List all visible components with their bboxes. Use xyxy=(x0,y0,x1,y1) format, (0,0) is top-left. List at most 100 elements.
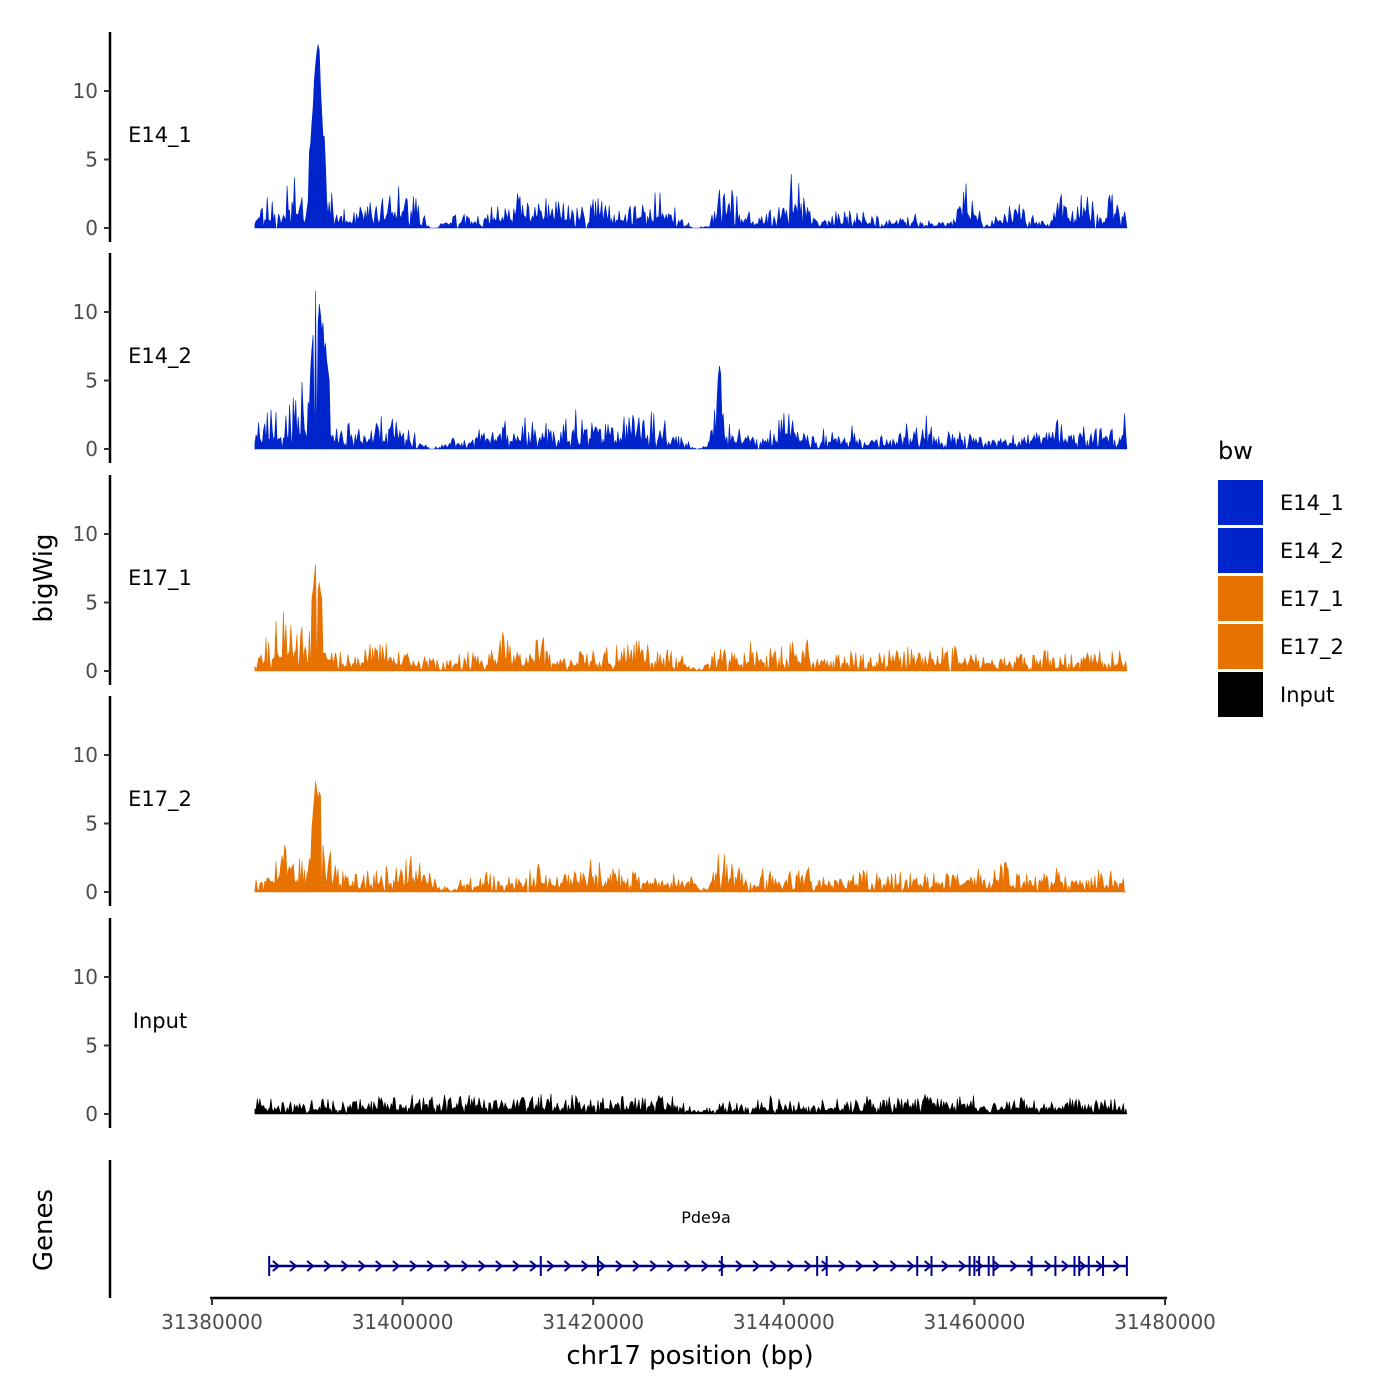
x-tick-label: 31460000 xyxy=(924,1310,1026,1334)
strand-arrow xyxy=(718,1260,727,1272)
strand-arrow xyxy=(786,1260,795,1272)
legend-entry-e17-2: E17_2 xyxy=(1218,624,1344,669)
legend-title: bw xyxy=(1218,437,1253,465)
legend-label: E14_2 xyxy=(1280,539,1344,564)
strand-arrow xyxy=(289,1260,298,1272)
legend-label: Input xyxy=(1280,683,1334,707)
strand-arrow xyxy=(306,1260,315,1272)
y-tick-label: 0 xyxy=(85,216,98,240)
legend: bw E14_1 E14_2 E17_1 E17_2 Input xyxy=(1218,437,1344,717)
strand-arrow xyxy=(1044,1260,1053,1272)
track-label: Input xyxy=(133,1009,187,1033)
x-tick-label: 31420000 xyxy=(542,1310,644,1334)
y-tick-label: 10 xyxy=(73,965,98,989)
strand-arrow xyxy=(495,1260,504,1272)
strand-arrow xyxy=(855,1260,864,1272)
legend-swatch xyxy=(1218,576,1263,621)
strand-arrow xyxy=(460,1260,470,1272)
track-label: E17_2 xyxy=(128,787,192,812)
x-axis: 31380000 31400000 31420000 31440000 31460000… xyxy=(161,1296,1216,1334)
track-panel-e17-1: 0 5 10 E17_1 xyxy=(73,475,1128,685)
strand-arrow xyxy=(958,1260,967,1272)
track-label: E14_2 xyxy=(128,344,192,369)
strand-arrow xyxy=(735,1260,744,1272)
strand-arrow xyxy=(392,1260,401,1272)
y-tick-label: 5 xyxy=(85,369,98,393)
gene-label: Pde9a xyxy=(681,1208,731,1227)
genes-track-title: Genes xyxy=(29,1189,59,1271)
strand-arrow xyxy=(272,1260,281,1272)
y-tick-label: 0 xyxy=(85,659,98,683)
track-panel-e14-1: 0 5 10 E14_1 xyxy=(73,32,1128,242)
y-tick-label: 10 xyxy=(73,79,98,103)
y-tick-label: 5 xyxy=(85,812,98,836)
strand-arrow xyxy=(1009,1260,1018,1272)
strand-arrow xyxy=(598,1260,607,1272)
legend-entry-e14-1: E14_1 xyxy=(1218,480,1344,525)
strand-arrow xyxy=(357,1260,367,1272)
y-tick-label: 0 xyxy=(85,880,98,904)
strand-arrow xyxy=(1078,1260,1087,1272)
strand-arrow xyxy=(1026,1260,1036,1272)
x-tick-label: 31480000 xyxy=(1114,1310,1216,1334)
x-axis-title: chr17 position (bp) xyxy=(566,1341,813,1371)
legend-swatch xyxy=(1218,480,1263,525)
strand-arrow xyxy=(803,1260,813,1272)
strand-arrow xyxy=(906,1260,916,1272)
y-tick-label: 0 xyxy=(85,1102,98,1126)
legend-swatch xyxy=(1218,672,1263,717)
legend-swatch xyxy=(1218,528,1263,573)
strand-arrow xyxy=(701,1260,710,1272)
strand-arrow xyxy=(975,1260,984,1272)
signal-area xyxy=(254,1093,1128,1116)
strand-arrow xyxy=(375,1260,384,1272)
strand-arrow xyxy=(443,1260,452,1272)
track-panels: 0 5 10 E14_1 0 5 10 E14_2 0 5 10 E17_1 0 5 10 E17_2 0 5 10… xyxy=(73,32,1128,1128)
strand-arrow xyxy=(563,1260,572,1272)
strand-arrow xyxy=(632,1260,641,1272)
strand-arrow xyxy=(1061,1260,1070,1272)
y-tick-label: 5 xyxy=(85,148,98,172)
strand-arrow xyxy=(941,1260,950,1272)
legend-entry-input: Input xyxy=(1218,672,1334,717)
strand-arrow xyxy=(426,1260,435,1272)
strand-arrow xyxy=(1112,1260,1121,1272)
y-tick-label: 10 xyxy=(73,522,98,546)
legend-swatch xyxy=(1218,624,1263,669)
strand-arrow xyxy=(340,1260,349,1272)
strand-arrow xyxy=(821,1260,830,1272)
strand-arrow xyxy=(323,1260,332,1272)
strand-arrow xyxy=(889,1260,898,1272)
signal-area xyxy=(254,564,1128,673)
strand-arrow xyxy=(649,1260,658,1272)
y-tick-label: 5 xyxy=(85,591,98,615)
strand-arrow xyxy=(666,1260,675,1272)
signal-area xyxy=(254,290,1128,451)
genes-panel: Pde9a xyxy=(108,1160,1128,1298)
y-tick-label: 5 xyxy=(85,1034,98,1058)
legend-entry-e17-1: E17_1 xyxy=(1218,576,1344,621)
strand-arrow xyxy=(478,1260,487,1272)
y-tick-label: 10 xyxy=(73,300,98,324)
strand-arrow xyxy=(529,1260,538,1272)
track-panel-input: 0 5 10 Input xyxy=(73,918,1128,1128)
gene-pde9a: Pde9a xyxy=(268,1208,1128,1276)
y-axis-title: bigWig xyxy=(29,533,59,622)
strand-arrow xyxy=(769,1260,778,1272)
legend-entry-e14-2: E14_2 xyxy=(1218,528,1344,573)
y-tick-label: 10 xyxy=(73,743,98,767)
y-tick-label: 0 xyxy=(85,437,98,461)
legend-label: E17_1 xyxy=(1280,587,1344,612)
legend-label: E14_1 xyxy=(1280,491,1344,516)
strand-arrow xyxy=(546,1260,555,1272)
strand-arrow xyxy=(409,1260,418,1272)
strand-arrow xyxy=(752,1260,761,1272)
strand-arrow xyxy=(838,1260,847,1272)
x-tick-label: 31440000 xyxy=(733,1310,835,1334)
strand-arrow xyxy=(512,1260,521,1272)
legend-entries: E14_1 E14_2 E17_1 E17_2 Input xyxy=(1218,480,1344,717)
strand-arrow xyxy=(683,1260,693,1272)
x-tick-label: 31400000 xyxy=(352,1310,454,1334)
track-panel-e14-2: 0 5 10 E14_2 xyxy=(73,253,1128,463)
